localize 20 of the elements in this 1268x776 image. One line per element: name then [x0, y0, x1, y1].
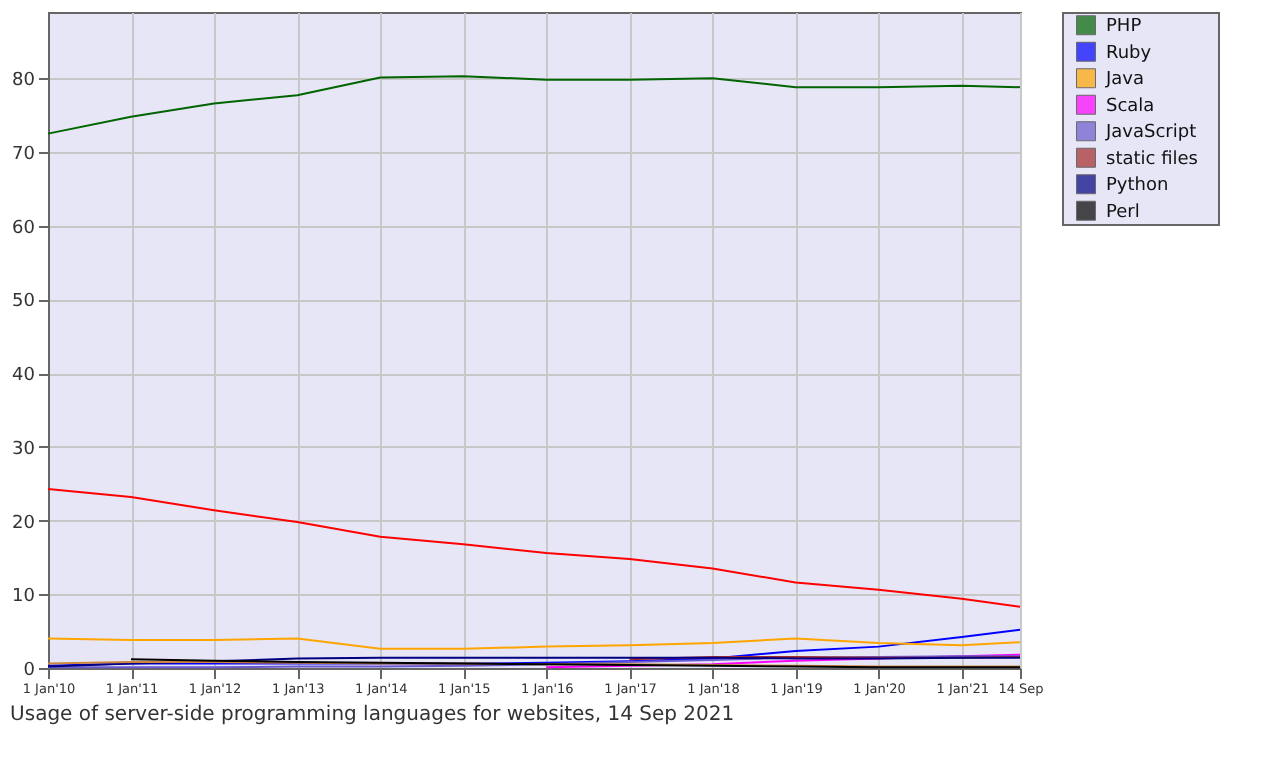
legend-label: Perl	[1106, 202, 1140, 223]
legend-label: Scala	[1106, 96, 1155, 117]
y-tick-label: 70	[12, 145, 36, 166]
y-tick-label: 0	[23, 661, 36, 681]
legend-label: static files	[1106, 149, 1199, 170]
y-tick-label: 10	[12, 587, 36, 608]
legend-label: PHP	[1106, 17, 1143, 38]
text: Usage of server-side programming languages for websites, 14 Sep 2021	[10, 704, 735, 726]
legend-label: Ruby	[1106, 43, 1153, 64]
legend-label: Java	[1104, 70, 1145, 91]
y-tick-label: 60	[12, 218, 36, 239]
line-series	[47, 75, 1021, 135]
line-series	[47, 487, 1021, 608]
y-tick-label: 30	[12, 439, 36, 460]
y-tick-label: 20	[12, 513, 36, 534]
y-tick-label: 50	[12, 292, 36, 313]
y-tick-label: 40	[12, 366, 36, 387]
legend-label: JavaScript	[1104, 123, 1198, 144]
legend-label: Python	[1106, 176, 1169, 197]
y-tick-label: 80	[12, 71, 36, 92]
